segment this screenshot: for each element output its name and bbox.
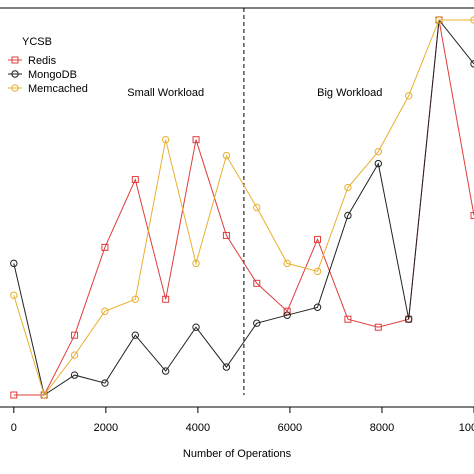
- legend-title: YCSB: [22, 36, 52, 48]
- annotation-small-workload: Small Workload: [127, 87, 204, 99]
- series-line-redis: [13, 19, 474, 396]
- point-redis: [222, 231, 230, 239]
- point-redis: [283, 307, 291, 315]
- point-mongodb: [313, 303, 322, 311]
- x-tick-label: 6000: [278, 422, 302, 434]
- point-mongodb: [344, 211, 352, 220]
- point-mongodb: [404, 315, 413, 323]
- point-redis: [344, 315, 352, 323]
- point-memcached: [313, 267, 322, 276]
- point-mongodb: [192, 323, 200, 331]
- point-redis: [374, 323, 382, 331]
- legend-label-mongodb: MongoDB: [28, 69, 77, 81]
- point-memcached: [10, 291, 18, 299]
- x-tick-label: 4000: [186, 422, 210, 434]
- legend-label-redis: Redis: [28, 55, 57, 67]
- point-redis: [131, 176, 139, 184]
- point-mongodb: [374, 159, 382, 168]
- legend-label-memcached: Memcached: [28, 83, 88, 95]
- series-memcached: [10, 16, 474, 399]
- point-memcached: [70, 351, 79, 359]
- point-redis: [470, 211, 474, 219]
- x-tick-label: 8000: [370, 422, 394, 434]
- series-line-memcached: [13, 19, 474, 397]
- point-memcached: [374, 147, 382, 156]
- point-mongodb: [253, 319, 261, 327]
- point-mongodb: [10, 259, 18, 268]
- x-axis: 0 2000 4000 6000 8000 10000: [11, 407, 474, 434]
- x-tick-label: 2000: [94, 422, 118, 434]
- point-redis: [71, 331, 79, 339]
- point-mongodb: [131, 331, 139, 339]
- legend-marker-memcached: [11, 84, 19, 92]
- point-mongodb: [70, 371, 79, 379]
- point-redis: [253, 279, 261, 287]
- point-redis: [101, 243, 109, 251]
- legend-marker-mongodb: [11, 70, 19, 78]
- point-memcached: [131, 295, 139, 303]
- point-memcached: [40, 391, 48, 399]
- series-redis: [10, 16, 474, 399]
- point-memcached: [404, 92, 413, 100]
- point-mongodb: [283, 311, 291, 319]
- point-memcached: [222, 151, 231, 160]
- x-axis-label: Number of Operations: [183, 448, 292, 460]
- point-redis: [192, 136, 200, 144]
- point-redis: [10, 391, 18, 399]
- point-memcached: [253, 203, 261, 212]
- annotation-big-workload: Big Workload: [317, 87, 382, 99]
- point-mongodb: [161, 367, 170, 375]
- x-tick-label: 0: [11, 422, 17, 434]
- point-redis: [162, 295, 170, 303]
- point-memcached: [161, 135, 170, 144]
- legend: YCSB Redis MongoDB Memcached: [8, 36, 88, 95]
- legend-marker-redis: [11, 56, 19, 64]
- point-memcached: [283, 259, 291, 268]
- series-layer: [10, 16, 474, 399]
- point-redis: [314, 235, 322, 243]
- x-tick-label: 10000: [459, 422, 474, 434]
- point-memcached: [344, 183, 352, 192]
- point-memcached: [435, 16, 443, 24]
- point-mongodb: [101, 379, 109, 387]
- series-mongodb: [10, 16, 474, 399]
- point-memcached: [101, 307, 109, 315]
- series-line-mongodb: [13, 18, 474, 396]
- point-mongodb: [222, 363, 231, 371]
- plot-frame: [0, 7, 474, 408]
- point-memcached: [192, 259, 200, 268]
